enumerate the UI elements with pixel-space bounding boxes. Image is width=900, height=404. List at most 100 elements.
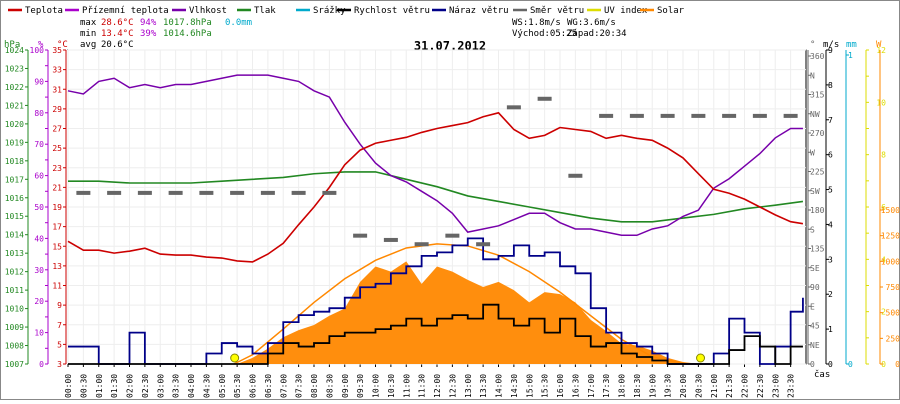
x-tick-label: 19:30 — [664, 374, 673, 398]
pct-tick-label: 0 — [39, 360, 44, 369]
wind-direction-mark — [322, 190, 337, 195]
x-tick-label: 08:30 — [325, 374, 334, 398]
axis-unit-ms: m/s — [823, 40, 839, 50]
celsius-tick-label: 21 — [52, 183, 62, 192]
wind-direction-mark — [476, 242, 491, 247]
direction-tick-label: S — [810, 225, 815, 234]
wind-direction-mark — [568, 173, 583, 178]
stat-sunset: Západ:20:34 — [567, 29, 627, 39]
stat-max-press: 1017.8hPa — [163, 18, 212, 28]
sunset-marker — [696, 353, 706, 363]
legend-label: UV index — [604, 6, 648, 16]
wind-speed-tick-label: 3 — [828, 255, 833, 264]
x-tick-label: 00:00 — [64, 374, 73, 398]
pct-tick-label: 70 — [34, 140, 44, 149]
pct-tick-label: 80 — [34, 109, 44, 118]
x-tick-label: 15:00 — [525, 374, 534, 398]
celsius-tick-label: 25 — [52, 144, 62, 153]
pct-tick-label: 20 — [34, 297, 44, 306]
hpa-tick-label: 1024 — [5, 46, 24, 55]
stat-wg: WG:3.6m/s — [567, 18, 616, 28]
direction-tick-label: 360 — [810, 52, 825, 61]
x-tick-label: 23:00 — [771, 374, 780, 398]
x-tick-label: 20:30 — [694, 374, 703, 398]
x-tick-label: 07:30 — [295, 374, 304, 398]
solar-tick-label: 1250 — [881, 232, 900, 241]
celsius-tick-label: 35 — [52, 46, 62, 55]
direction-tick-label: 270 — [810, 129, 825, 138]
x-tick-label: 17:30 — [602, 374, 611, 398]
legend-label: Solar — [657, 6, 685, 16]
direction-tick-label: 315 — [810, 91, 825, 100]
sunrise-marker — [230, 353, 240, 363]
hpa-tick-label: 1015 — [5, 212, 24, 221]
x-tick-label: 00:30 — [79, 374, 88, 398]
x-tick-label: 01:00 — [95, 374, 104, 398]
direction-tick-label: W — [810, 148, 815, 157]
solar-tick-label: 250 — [886, 334, 900, 343]
legend-label: Přízemní teplota — [82, 6, 169, 16]
temperature-line — [67, 111, 804, 263]
stat-rain: 0.0mm — [225, 18, 252, 28]
uv-tick-label: 12 — [876, 46, 886, 55]
wind-direction-mark — [291, 190, 306, 195]
axis-unit-pct: % — [38, 40, 44, 50]
hpa-tick-label: 1018 — [5, 157, 24, 166]
x-tick-label: 15:30 — [541, 374, 550, 398]
celsius-tick-label: 27 — [52, 125, 62, 134]
direction-tick-label: NW — [810, 110, 820, 119]
x-tick-label: 14:30 — [510, 374, 519, 398]
uv-tick-label: 8 — [881, 151, 886, 160]
rain-tick-label: 0 — [848, 360, 853, 369]
wind-speed-tick-label: 6 — [828, 151, 833, 160]
wind-direction-mark — [629, 113, 644, 118]
x-tick-label: 22:30 — [756, 374, 765, 398]
wind-direction-mark — [445, 233, 460, 238]
solar-tick-label: 500 — [886, 309, 900, 318]
pct-tick-label: 10 — [34, 329, 44, 338]
humidity-line — [67, 74, 803, 237]
plot-area — [67, 74, 804, 365]
solar-tick-label: 0 — [895, 360, 900, 369]
legend-label: Rychlost větru — [354, 6, 430, 16]
wind-speed-tick-label: 2 — [828, 290, 833, 299]
wind-direction-mark — [599, 113, 614, 118]
x-tick-label: 03:00 — [156, 374, 165, 398]
x-tick-label: 11:00 — [402, 374, 411, 398]
x-tick-label: 12:30 — [448, 374, 457, 398]
solar-tick-label: 750 — [886, 283, 900, 292]
stat-max-hum: 94% — [140, 18, 157, 28]
x-tick-label: 09:00 — [341, 374, 350, 398]
x-tick-label: 04:00 — [187, 374, 196, 398]
stat-avg-temp: 20.6°C — [101, 40, 134, 50]
uv-tick-label: 10 — [876, 98, 886, 107]
x-tick-label: 02:30 — [141, 374, 150, 398]
wind-direction-mark — [691, 113, 706, 118]
axis-unit-time: čas — [814, 369, 830, 380]
wind-direction-mark — [230, 190, 245, 195]
direction-tick-label: 225 — [810, 168, 825, 177]
x-tick-label: 06:30 — [264, 374, 273, 398]
x-tick-label: 09:30 — [356, 374, 365, 398]
axis-unit-mm: mm — [846, 40, 857, 50]
celsius-tick-label: 33 — [52, 66, 62, 75]
pct-tick-label: 60 — [34, 172, 44, 181]
stat-max-label: max — [80, 18, 97, 28]
x-tick-label: 11:30 — [418, 374, 427, 398]
direction-tick-label: 0 — [810, 360, 815, 369]
pct-tick-label: 90 — [34, 77, 44, 86]
direction-tick-label: N — [810, 71, 815, 80]
wind-direction-mark — [137, 190, 152, 195]
solar-tick-label: 1500 — [881, 206, 900, 215]
wind-direction-mark — [660, 113, 675, 118]
legend-label: Vlhkost — [189, 6, 227, 16]
pressure-line — [68, 171, 804, 223]
hpa-tick-label: 1007 — [5, 360, 24, 369]
legend-label: Náraz větru — [449, 6, 509, 16]
axis-unit-w: W — [876, 40, 882, 50]
celsius-tick-label: 17 — [52, 223, 62, 232]
celsius-tick-label: 5 — [57, 340, 62, 349]
x-tick-label: 13:00 — [464, 374, 473, 398]
x-tick-label: 10:00 — [372, 374, 381, 398]
